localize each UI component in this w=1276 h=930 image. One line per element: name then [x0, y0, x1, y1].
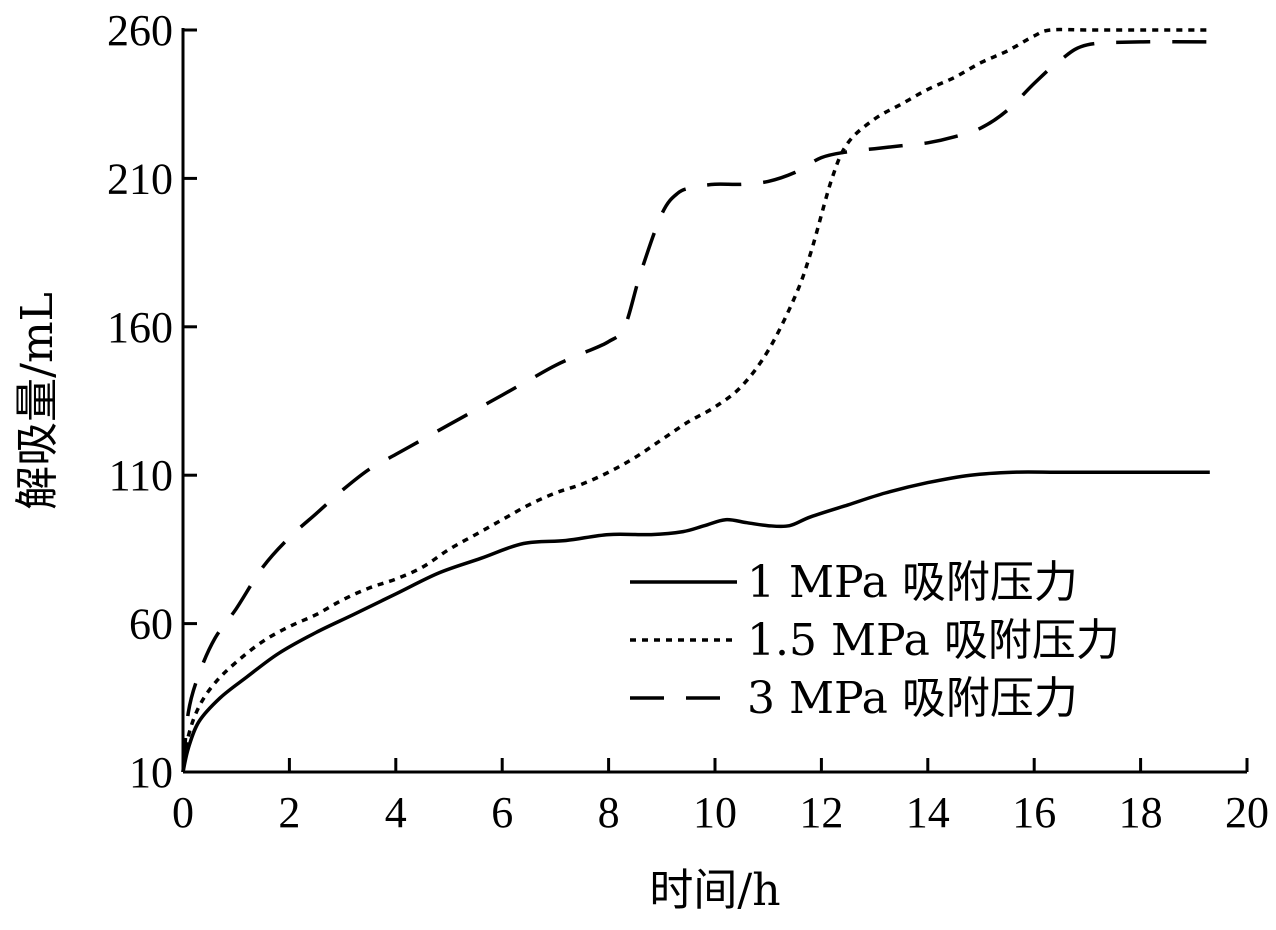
x-tick-label: 20 [1225, 788, 1269, 837]
y-tick-label: 210 [107, 154, 173, 203]
series-group [181, 27, 1210, 773]
x-tick-label: 18 [1119, 788, 1163, 837]
x-tick-label: 4 [385, 788, 407, 837]
y-axis-ticks: 10 60 110 160 210 260 [107, 6, 197, 797]
series-line-0 [181, 470, 1210, 773]
series-line-2 [181, 39, 1210, 773]
y-axis-title: 解吸量/mL [12, 292, 63, 510]
y-tick-label: 160 [107, 303, 173, 352]
y-tick-label: 260 [107, 6, 173, 55]
legend-label-1-5mpa: 1.5 MPa 吸附压力 [747, 615, 1120, 666]
x-tick-label: 14 [906, 788, 950, 837]
x-tick-label: 2 [278, 788, 300, 837]
x-tick-label: 0 [172, 788, 194, 837]
x-tick-label: 10 [693, 788, 737, 837]
x-axis-ticks: 0 2 4 6 8 10 12 14 16 18 20 [172, 758, 1269, 837]
x-axis-title: 时间/h [649, 865, 780, 916]
y-tick-label: 60 [129, 600, 173, 649]
legend-label-1mpa: 1 MPa 吸附压力 [747, 557, 1078, 608]
x-tick-label: 6 [491, 788, 513, 837]
x-tick-label: 16 [1012, 788, 1056, 837]
y-tick-label: 10 [129, 748, 173, 797]
legend-label-3mpa: 3 MPa 吸附压力 [747, 673, 1078, 724]
x-tick-label: 8 [598, 788, 620, 837]
x-tick-label: 12 [799, 788, 843, 837]
legend: 1 MPa 吸附压力 1.5 MPa 吸附压力 3 MPa 吸附压力 [630, 557, 1120, 724]
series-line-1 [181, 27, 1210, 773]
y-tick-label: 110 [109, 451, 173, 500]
